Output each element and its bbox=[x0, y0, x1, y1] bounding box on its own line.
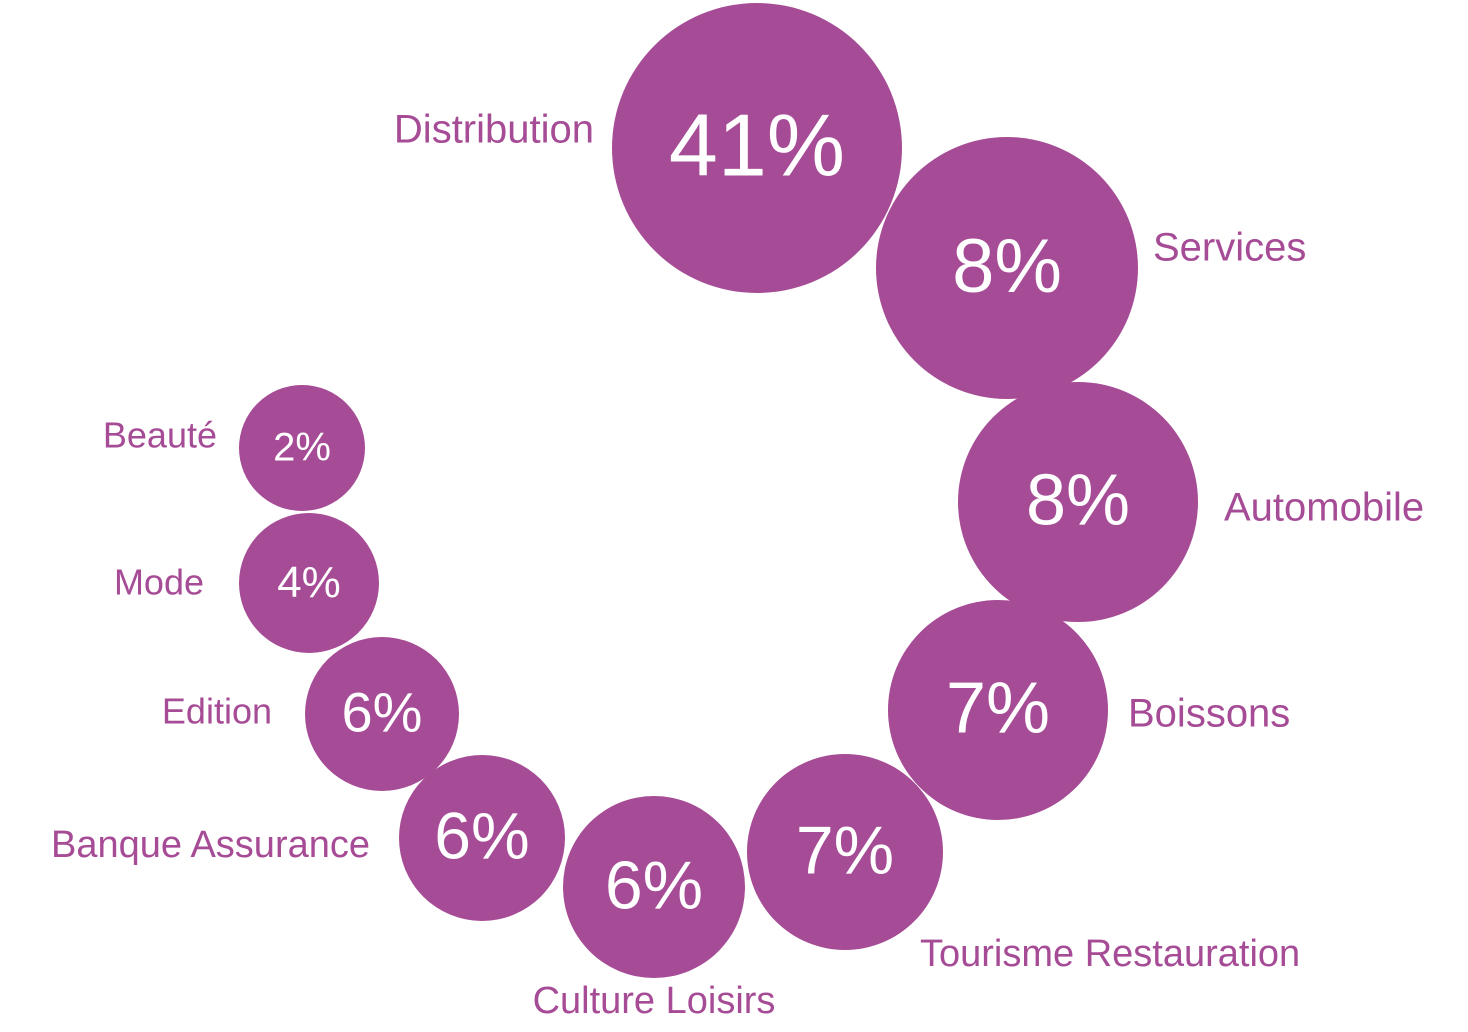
value-label: 7% bbox=[796, 812, 894, 888]
bubble bbox=[305, 637, 459, 791]
category-label: Banque Assurance bbox=[51, 824, 370, 866]
category-label: Automobile bbox=[1224, 486, 1424, 530]
value-label: 2% bbox=[273, 426, 331, 470]
value-label: 8% bbox=[952, 224, 1062, 309]
value-label: 6% bbox=[342, 681, 423, 744]
bubble bbox=[747, 754, 943, 950]
category-label: Services bbox=[1153, 226, 1306, 270]
value-label: 4% bbox=[277, 558, 341, 607]
category-label: Mode bbox=[114, 562, 204, 603]
bubble bbox=[888, 600, 1108, 820]
category-label: Culture Loisirs bbox=[533, 980, 776, 1022]
bubble bbox=[399, 755, 565, 921]
bubble bbox=[876, 137, 1138, 399]
value-label: 41% bbox=[669, 96, 845, 195]
category-label: Tourisme Restauration bbox=[920, 933, 1300, 975]
bubble bbox=[958, 382, 1198, 622]
bubble bbox=[239, 385, 365, 511]
category-label: Edition bbox=[162, 691, 272, 732]
bubble bbox=[239, 513, 379, 653]
value-label: 7% bbox=[946, 669, 1050, 749]
bubble bbox=[612, 3, 902, 293]
value-label: 6% bbox=[605, 847, 703, 923]
category-label: Distribution bbox=[394, 108, 594, 152]
bubble bbox=[563, 796, 745, 978]
category-label: Boissons bbox=[1128, 692, 1290, 736]
value-label: 6% bbox=[434, 799, 529, 873]
category-label: Beauté bbox=[103, 415, 217, 456]
value-label: 8% bbox=[1026, 461, 1130, 541]
